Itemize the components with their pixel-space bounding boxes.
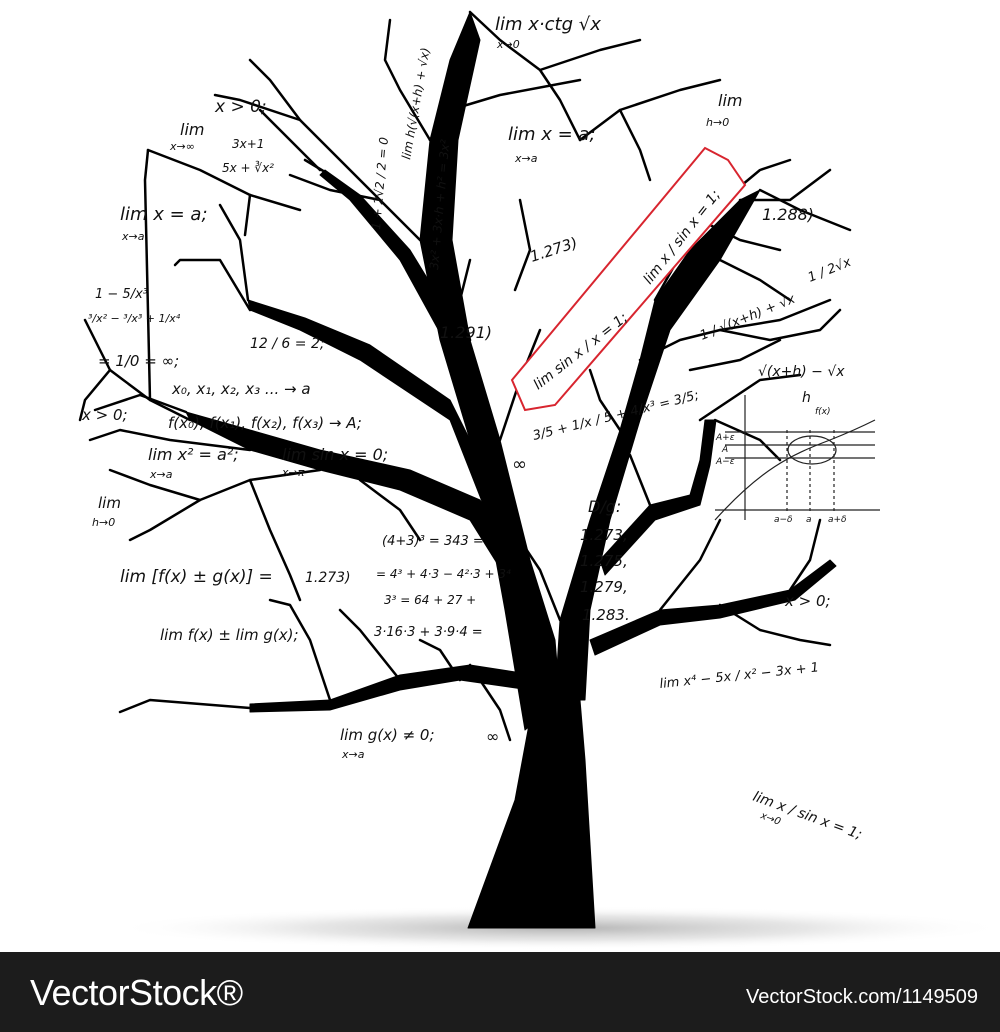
graph-label: a	[806, 515, 812, 525]
formula-text: ³/x² − ³/x³ + 1/x⁴	[88, 312, 181, 325]
formula-text: lim [f(x) ± g(x)] =	[120, 567, 273, 587]
formula-text: 1 − 5/x³	[95, 287, 148, 302]
image-id: VectorStock.com/1149509	[746, 986, 978, 1008]
formula-text: x > 0;	[81, 406, 128, 424]
formula-text: x→a	[149, 468, 173, 481]
graph-label: a−δ	[774, 515, 793, 525]
formula-text: x→0	[496, 38, 520, 51]
formula-text: 1.291)	[440, 323, 492, 342]
brand-logo: VectorStock®	[30, 972, 243, 1013]
function-graph	[714, 395, 880, 521]
watermark-footer: VectorStock® VectorStock.com/1149509	[0, 952, 1000, 1032]
formula-text: lim	[718, 91, 742, 110]
formula-text: x₀, x₁, x₂, x₃ ... → a	[171, 380, 311, 398]
formula-text: = 1/0 = ∞;	[98, 352, 179, 370]
formula-text: 1.273)	[528, 234, 580, 266]
formula-text: x→∞	[169, 140, 195, 153]
formula-text: lim x·ctg √x	[495, 14, 601, 35]
formula-text: lim f(x) ± lim g(x);	[160, 626, 299, 644]
formula-text: ∞	[512, 454, 527, 475]
formula-text: h→0	[92, 516, 115, 529]
graph-label: A−ε	[715, 457, 735, 467]
formula-text: h	[802, 390, 811, 406]
tree-trunk	[467, 689, 596, 929]
formula-text: 1 + 2√2 / 2 = 0	[369, 136, 391, 230]
graph-label: A	[721, 445, 728, 455]
formula-text: x→a	[341, 748, 365, 761]
formula-text: x→π	[281, 466, 305, 479]
formula-text: h→0	[706, 116, 729, 129]
formula-text: 1.273)	[305, 570, 351, 586]
formula-text: x→a	[121, 230, 145, 243]
formula-text: f(x₀), f(x₁), f(x₂), f(x₃) → A;	[168, 414, 362, 432]
formula-text: lim sin x = 0;	[282, 445, 388, 464]
formula-text: lim x² = a²;	[148, 445, 239, 464]
formula-text: lim x = a;	[120, 204, 208, 225]
formula-text: 1.275,	[580, 552, 628, 570]
formula-text: 3³ = 64 + 27 +	[384, 593, 476, 607]
formula-text: lim	[180, 120, 204, 139]
formula-text: (4+3)³ = 343 =	[382, 534, 484, 549]
formula-text: 3x+1	[232, 137, 264, 151]
formula-text: 1.273,	[580, 526, 628, 544]
graph-label: a+δ	[828, 515, 847, 525]
formula-text: 5x + ∛x²	[222, 161, 274, 175]
highlight-box	[510, 146, 747, 412]
formula-text: lim g(x) ≠ 0;	[340, 726, 435, 744]
formula-text: = 4³ + 4·3 − 4²·3 + 3⁴	[376, 567, 511, 581]
formula-text: 1.288)	[762, 205, 814, 224]
formula-text: 1 / 2√x	[806, 255, 854, 286]
formula-text: x > 0;	[784, 592, 831, 610]
formula-text: x > 0;	[214, 97, 267, 117]
formula-text: √(x+h) − √x	[758, 364, 845, 380]
formula-text: x→a	[514, 152, 538, 165]
formula-text: lim h(√(x+h) + √x)	[399, 46, 432, 160]
formula-text: 3·16·3 + 3·9·4 =	[374, 625, 483, 640]
formula-text: lim x = a;	[508, 124, 596, 145]
formula-text: 1.279,	[580, 578, 628, 596]
graph-label: f(x)	[815, 407, 831, 417]
formula-text: 1.283.	[582, 606, 630, 624]
formula-text: D/g:	[588, 497, 621, 516]
tree-silhouette	[185, 11, 837, 929]
formula-text: 12 / 6 = 2;	[250, 336, 325, 352]
graph-label: A+ε	[715, 433, 735, 443]
formula-text: lim	[98, 494, 121, 512]
formula-text: ∞	[486, 727, 499, 746]
math-tree-illustration: lim x·ctg √x x→0 x > 0; lim h→0 lim x = …	[78, 10, 1000, 950]
formula-text: lim x⁴ − 5x / x² − 3x + 1	[659, 660, 820, 692]
